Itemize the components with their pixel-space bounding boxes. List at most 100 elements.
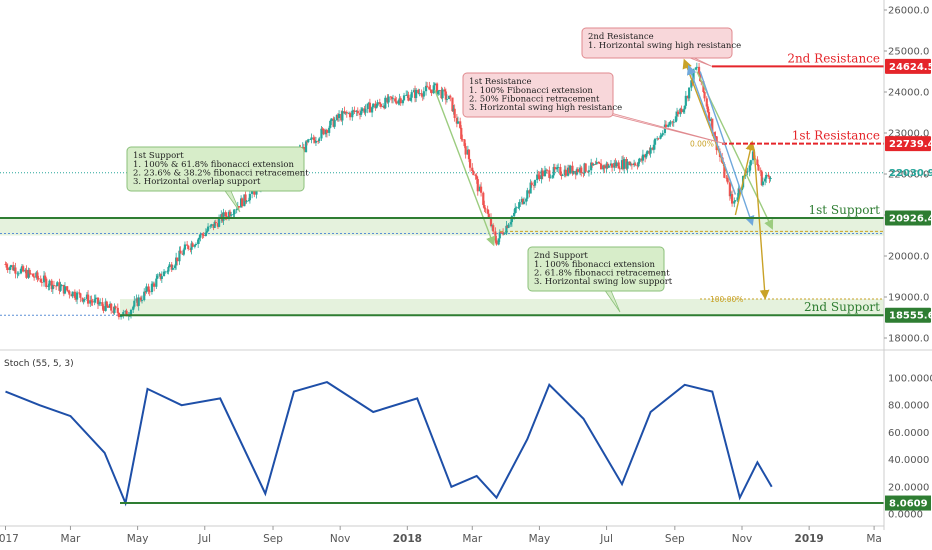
candle-body — [355, 110, 358, 112]
price-badge-label: 22739.4 — [889, 139, 932, 150]
candle-body — [31, 273, 35, 277]
candle-body — [710, 118, 713, 122]
candle-body — [248, 193, 251, 201]
candle-body — [112, 310, 115, 313]
candle-body — [151, 283, 155, 285]
candle-body — [478, 186, 482, 192]
candle-body — [16, 273, 19, 275]
candle-body — [630, 164, 634, 166]
candle-body — [528, 190, 531, 194]
candle-body — [74, 297, 78, 300]
candle-body — [615, 162, 618, 167]
time-tick-label: Mar — [61, 533, 81, 545]
candle-body — [538, 175, 541, 180]
candle-body — [495, 240, 498, 245]
candle-body — [498, 232, 501, 239]
candle-body — [592, 163, 595, 166]
stoch-badge — [885, 495, 931, 511]
candle-body — [483, 205, 486, 209]
candle-body — [513, 212, 516, 217]
candle-body — [337, 113, 341, 119]
candle-body — [168, 264, 171, 268]
candle-body — [85, 294, 89, 299]
price-pane[interactable]: 0.00% 100.00% 2nd Resistance 1st Resistanc… — [0, 27, 884, 321]
candle-body — [660, 135, 663, 136]
candle-body — [227, 211, 231, 218]
price-tick-label: 22000.0 — [888, 170, 929, 181]
candle-body — [75, 292, 79, 300]
candle-body — [422, 91, 425, 97]
candle-body — [398, 98, 401, 101]
candle-body — [407, 94, 410, 101]
candle-body — [497, 238, 500, 245]
candle-body — [162, 271, 166, 277]
candle-body — [603, 165, 606, 169]
level-label: 2nd Support — [804, 300, 880, 314]
price-badges: 24624.5 22739.4 20926.4 18555.6 22030.9 8.060… — [885, 58, 932, 511]
candle-body — [560, 174, 563, 176]
candle-body — [386, 97, 389, 103]
candle-body — [375, 105, 378, 109]
candle-body — [734, 200, 737, 202]
candle-body — [723, 164, 726, 178]
candle-body — [244, 194, 247, 202]
candle-body — [222, 212, 225, 221]
candle-body — [86, 294, 90, 304]
candle-body — [239, 198, 243, 208]
time-tick-label: 2019 — [795, 533, 824, 545]
time-tick-label: Jul — [197, 533, 211, 545]
candle-body — [537, 174, 540, 176]
time-tick-label: Nov — [330, 533, 351, 545]
candle-body — [213, 221, 216, 228]
price-badge-label: 24624.5 — [889, 62, 932, 73]
candle-body — [232, 214, 235, 215]
annotation-line: 3. Horizontal swing low support — [534, 277, 673, 287]
annotation-line: 1. 100% fibonacci extension — [534, 260, 655, 270]
candle-body — [584, 163, 587, 172]
candle-body — [453, 108, 456, 118]
candle-body — [358, 113, 362, 115]
candle-body — [36, 272, 39, 279]
annotation-title: 2nd Resistance — [588, 32, 654, 42]
candle-body — [572, 170, 575, 174]
fib-arrow — [734, 140, 756, 216]
candle-body — [412, 90, 416, 93]
candle-body — [83, 298, 86, 300]
price-tick-label: 23000.0 — [888, 129, 929, 140]
stoch-line — [5, 381, 773, 507]
candle-body — [160, 276, 163, 279]
candle-body — [536, 174, 539, 181]
candle-body — [90, 300, 93, 302]
candle-body — [379, 104, 383, 107]
candle-body — [312, 137, 315, 141]
candle-body — [382, 106, 385, 107]
candle-body — [183, 244, 187, 250]
candle-body — [140, 300, 144, 301]
candle-body — [55, 285, 58, 287]
candle-body — [761, 181, 765, 186]
candle-body — [568, 167, 571, 173]
stoch-tick-label: 60.0000 — [888, 428, 929, 439]
candle-body — [230, 214, 233, 216]
candle-body — [695, 66, 698, 68]
candle-body — [582, 172, 585, 174]
candle-body — [552, 167, 555, 176]
time-tick-label: 2018 — [393, 533, 422, 545]
candle-body — [144, 291, 147, 293]
candle-body — [194, 243, 198, 245]
candle-body — [646, 150, 649, 155]
candle-body — [730, 194, 734, 204]
candle-body — [441, 89, 444, 99]
candle-body — [668, 124, 671, 126]
candle-body — [164, 271, 167, 273]
candle-body — [476, 179, 479, 192]
candle-body — [487, 213, 490, 218]
candle-body — [329, 120, 332, 128]
candle-body — [4, 264, 7, 265]
candle-body — [214, 221, 217, 224]
annotation-line: 2. 61.8% fibonacci retracement — [534, 269, 670, 279]
candle-body — [370, 107, 374, 113]
candle-body — [682, 109, 685, 113]
stochastic-pane[interactable]: Stoch (55, 5, 3) — [4, 359, 884, 507]
